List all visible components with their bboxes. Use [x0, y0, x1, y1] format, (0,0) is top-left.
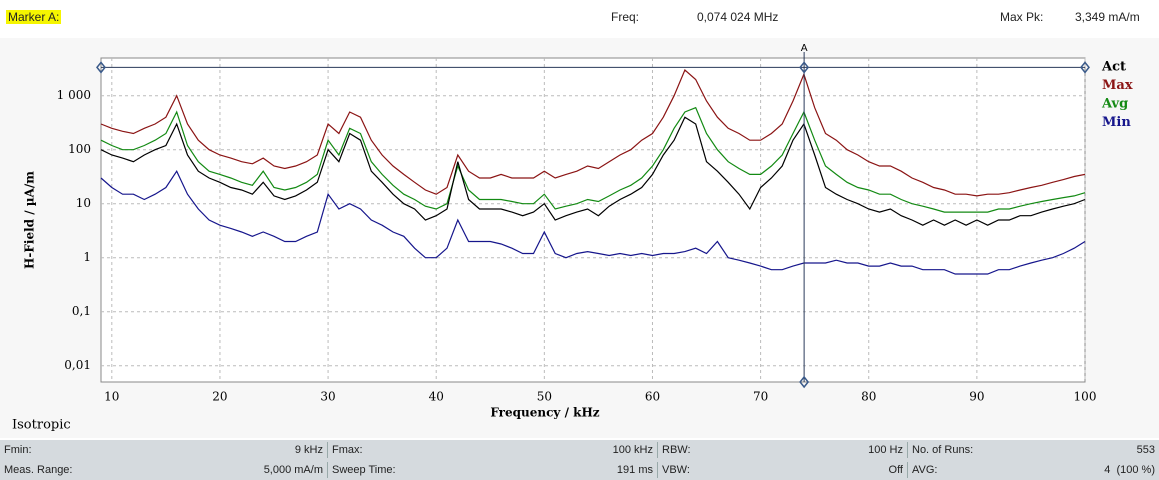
legend-entry: Act: [1101, 60, 1126, 75]
x-tick-label: 100: [1074, 390, 1097, 404]
y-tick-label: 0,01: [64, 358, 91, 372]
status-cell: VBW: Off: [658, 462, 908, 478]
status-cell: Sweep Time: 191 ms: [328, 462, 658, 478]
status-label: AVG:: [912, 464, 938, 476]
mode-label: Isotropic: [12, 418, 71, 433]
trace: [100, 68, 1086, 197]
marker-diamond: [1080, 61, 1090, 74]
x-tick-label: 50: [537, 390, 552, 404]
trace: [100, 169, 1086, 275]
status-cell: Meas. Range: 5,000 mA/m: [0, 462, 328, 478]
trace: [100, 116, 1086, 226]
status-label: VBW:: [662, 464, 690, 476]
marker-diamond: [799, 375, 810, 389]
freq-label: Freq:: [611, 10, 640, 24]
y-tick-label: 10: [76, 196, 91, 210]
status-table: Fmin: 9 kHz Fmax: 100 kHz RBW: 100 Hz No. of R…: [0, 440, 1159, 480]
plot-area: [100, 57, 1086, 383]
status-row: Fmin: 9 kHz Fmax: 100 kHz RBW: 100 Hz No. of R…: [0, 440, 1159, 460]
x-tick-label: 80: [861, 390, 876, 404]
x-tick-label: 30: [320, 390, 335, 404]
status-value: 100 kHz: [612, 444, 653, 456]
status-value: Off: [888, 464, 903, 476]
marker-label: Marker A:: [6, 10, 62, 24]
status-cell: Fmax: 100 kHz: [328, 442, 658, 458]
freq-value: 0,074 024 MHz: [697, 10, 779, 24]
status-value: 5,000 mA/m: [263, 464, 323, 476]
x-tick-label: 20: [212, 390, 227, 404]
x-tick-label: 90: [969, 390, 984, 404]
status-cell: No. of Runs: 553: [908, 442, 1159, 458]
x-axis-label: Frequency / kHz: [490, 406, 599, 420]
status-cell: AVG: 4 (100 %): [908, 462, 1159, 478]
x-tick-label: 40: [429, 390, 444, 404]
status-cell: Fmin: 9 kHz: [0, 442, 328, 458]
chart: Frequency / kHz H-Field / µA/m Isotropic…: [0, 38, 1159, 438]
y-axis-label: H-Field / µA/m: [23, 171, 37, 269]
status-label: Fmax:: [332, 444, 363, 456]
status-label: Meas. Range:: [4, 464, 73, 476]
status-value: 100 Hz: [868, 444, 903, 456]
x-tick-label: 10: [104, 390, 119, 404]
status-row: Meas. Range: 5,000 mA/m Sweep Time: 191 ms V…: [0, 460, 1159, 480]
maxpk-value: 3,349 mA/m: [1075, 10, 1140, 24]
x-tick-label: 60: [645, 390, 660, 404]
status-value: 4 (100 %): [1104, 464, 1155, 476]
legend-entry: Avg: [1101, 97, 1128, 112]
legend-entry: Max: [1102, 78, 1133, 93]
status-value: 553: [1136, 444, 1155, 456]
status-label: Fmin:: [4, 444, 32, 456]
status-label: RBW:: [662, 444, 691, 456]
y-tick-label: 0,1: [72, 304, 91, 318]
y-tick-label: 1 000: [57, 88, 91, 102]
x-tick-label: 70: [753, 390, 768, 404]
maxpk-label: Max Pk:: [1000, 10, 1044, 24]
status-value: 9 kHz: [294, 444, 323, 456]
status-label: No. of Runs:: [912, 444, 974, 456]
y-tick-label: 100: [68, 142, 91, 156]
status-value: 191 ms: [616, 464, 653, 476]
marker-diamond: [799, 61, 810, 74]
marker-diamond: [96, 61, 106, 74]
legend-entry: Min: [1102, 115, 1131, 130]
y-tick-label: 1: [83, 250, 91, 264]
status-label: Sweep Time:: [332, 464, 396, 476]
status-cell: RBW: 100 Hz: [658, 442, 908, 458]
trace: [100, 106, 1086, 213]
marker-name: A: [801, 43, 808, 54]
